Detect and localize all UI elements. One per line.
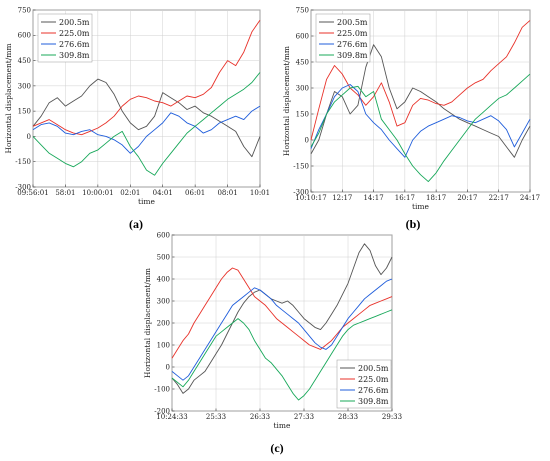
subfigure-caption: (b) — [406, 217, 421, 231]
y-tick-label: -300 — [293, 188, 309, 196]
series-line-200.5m — [32, 78, 261, 158]
legend-entry: 309.8m — [59, 51, 90, 60]
legend-entry: 200.5m — [337, 18, 368, 27]
x-tick-label: 22:17 — [489, 194, 509, 202]
y-tick-label: 0 — [166, 363, 170, 371]
y-tick-label: -200 — [154, 407, 170, 415]
legend-entry: 309.8m — [358, 397, 389, 406]
x-tick-label: 10:01 — [250, 189, 270, 197]
legend-entry: 200.5m — [59, 18, 90, 27]
legend-entry: 309.8m — [337, 51, 368, 60]
subfigure-caption: (a) — [129, 217, 143, 231]
x-tick-label: 26:33 — [250, 413, 270, 421]
y-tick-label: -100 — [154, 385, 170, 393]
y-axis-label: Horizontal displacement/mm — [282, 46, 291, 156]
y-tick-label: 600 — [18, 32, 31, 40]
y-tick-label: 150 — [18, 108, 31, 116]
y-tick-label: 500 — [157, 253, 170, 261]
x-tick-label: 20:17 — [457, 194, 477, 202]
y-tick-label: 600 — [157, 231, 170, 239]
y-axis-label: Horizontal displacement/mm — [4, 43, 13, 153]
y-tick-label: 400 — [157, 275, 170, 283]
y-tick-label: 150 — [296, 110, 309, 118]
legend-entry: 225.0m — [337, 29, 368, 38]
y-tick-label: 450 — [18, 57, 31, 65]
series-line-225.0m — [32, 19, 261, 136]
series-line-225.0m — [310, 20, 531, 141]
x-tick-label: 02:01 — [120, 189, 140, 197]
y-tick-label: 0 — [27, 133, 31, 141]
legend-entry: 276.6m — [337, 40, 368, 49]
legend: 200.5m 225.0m 276.6m 309.8m — [315, 13, 371, 63]
y-tick-label: 200 — [157, 319, 170, 327]
x-tick-label: 24:17 — [520, 194, 540, 202]
x-tick-label: 27:33 — [294, 413, 314, 421]
x-tick-label: 58:01 — [55, 189, 75, 197]
y-tick-label: 750 — [18, 6, 31, 14]
series-line-276.6m — [171, 278, 393, 381]
legend-entry: 225.0m — [358, 375, 389, 384]
y-tick-label: 300 — [157, 297, 170, 305]
x-tick-label: 25:33 — [206, 413, 226, 421]
y-tick-label: 0 — [305, 136, 309, 144]
y-tick-label: 750 — [296, 6, 309, 14]
x-tick-label: 10:00:01 — [82, 189, 113, 197]
series-line-309.8m — [32, 72, 261, 176]
series-line-276.6m — [32, 105, 261, 154]
x-tick-label: 29:33 — [382, 413, 402, 421]
x-tick-label: 12:17 — [332, 194, 352, 202]
y-tick-label: 450 — [296, 58, 309, 66]
y-tick-label: 300 — [296, 84, 309, 92]
series-line-276.6m — [310, 84, 531, 158]
y-tick-label: 600 — [296, 32, 309, 40]
chart-2: -200 -100 0 100 200 300 400 500 600 10:24:33 25:33… — [143, 231, 402, 455]
y-tick-label: 300 — [18, 82, 31, 90]
subfigure-caption: (c) — [270, 441, 283, 455]
y-tick-label: -150 — [15, 158, 31, 166]
x-tick-label: 09:56:01 — [17, 189, 48, 197]
legend-entry: 225.0m — [59, 29, 90, 38]
series-line-200.5m — [310, 44, 531, 158]
y-tick-label: 100 — [157, 341, 170, 349]
x-axis-label: time — [138, 197, 156, 206]
legend: 200.5m 225.0m 276.6m 309.8m — [336, 359, 392, 409]
y-tick-label: -300 — [15, 183, 31, 191]
legend: 200.5m 225.0m 276.6m 309.8m — [37, 13, 93, 63]
series-line-225.0m — [171, 267, 393, 359]
x-axis-label: time — [412, 202, 430, 211]
x-tick-label: 10:24:33 — [156, 413, 187, 421]
legend-entry: 276.6m — [59, 40, 90, 49]
chart-0: -300 -150 0 150 300 450 600 750 09:56:01 58:01 10:… — [4, 6, 270, 231]
y-tick-label: -150 — [293, 162, 309, 170]
x-tick-label: 18:17 — [426, 194, 446, 202]
legend-entry: 200.5m — [358, 364, 389, 373]
series-line-309.8m — [310, 73, 531, 183]
x-tick-label: 28:33 — [338, 413, 358, 421]
x-tick-label: 14:17 — [363, 194, 383, 202]
x-tick-label: 06:01 — [185, 189, 205, 197]
y-axis-label: Horizontal displacement/mm — [143, 268, 152, 378]
series-line-200.5m — [171, 243, 393, 394]
chart-1: -300 -150 0 150 300 450 600 750 10:10:17 12:17 14:… — [282, 6, 540, 231]
x-tick-label: 16:17 — [395, 194, 415, 202]
x-tick-label: 10:10:17 — [295, 194, 326, 202]
x-tick-label: 04:01 — [153, 189, 173, 197]
x-axis-label: time — [274, 421, 292, 430]
x-tick-label: 08:01 — [217, 189, 237, 197]
legend-entry: 276.6m — [358, 386, 389, 395]
series-line-309.8m — [171, 309, 393, 401]
